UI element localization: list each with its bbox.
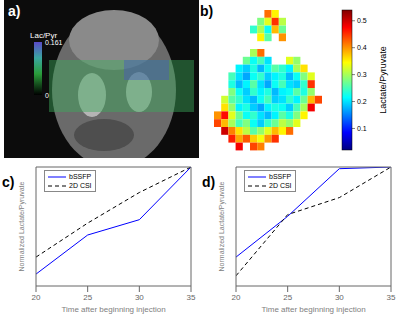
svg-text:0.2: 0.2 [357,98,367,105]
svg-text:30: 30 [335,293,344,302]
html-text:2D CSI: 2D CSI [69,182,92,189]
svg-text:a): a) [8,3,20,19]
html-text:c): c) [2,174,15,190]
svg-text:20: 20 [232,293,241,302]
svg-text:0: 0 [45,92,49,99]
svg-text:35: 35 [387,293,396,302]
svg-text:0.5: 0.5 [357,17,367,24]
svg-text:20: 20 [32,293,41,302]
html-text:2D CSI: 2D CSI [269,182,292,189]
svg-text:Time after beginning injection: Time after beginning injection [61,305,165,314]
svg-text:Normalized Lactate/Pyruvate: Normalized Lactate/Pyruvate [218,181,226,271]
svg-text:0.161: 0.161 [45,39,63,46]
svg-text:0.4: 0.4 [357,44,367,51]
svg-text:Lactate/Pyruvate: Lactate/Pyruvate [378,46,388,114]
svg-text:30: 30 [135,293,144,302]
svg-text:0.1: 0.1 [357,125,367,132]
svg-text:b): b) [200,3,213,19]
html-text:bSSFP: bSSFP [269,173,292,180]
svg-text:35: 35 [187,293,196,302]
svg-text:Lac/Pyr: Lac/Pyr [30,31,58,40]
html-text:bSSFP: bSSFP [69,173,92,180]
html-text:d): d) [202,174,216,190]
svg-text:Time after beginning injection: Time after beginning injection [261,305,365,314]
svg-text:25: 25 [83,293,92,302]
svg-text:0.3: 0.3 [357,71,367,78]
svg-text:Normalized Lactate/Pyruvate: Normalized Lactate/Pyruvate [18,181,26,271]
svg-text:25: 25 [283,293,292,302]
